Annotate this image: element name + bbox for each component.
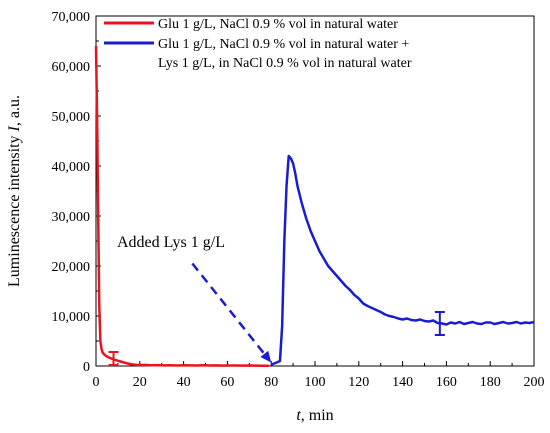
x-tick-label: 200 bbox=[524, 375, 545, 390]
annotation-text: Added Lys 1 g/L bbox=[117, 234, 225, 251]
annotation-layer: Added Lys 1 g/L bbox=[117, 234, 272, 363]
annotation-arrow bbox=[191, 262, 266, 355]
legend-entry-0-line-0: Glu 1 g/L, NaCl 0.9 % vol in natural wat… bbox=[158, 17, 398, 32]
y-tick-label: 60,000 bbox=[52, 60, 91, 75]
x-axis-ticks: 0 20 40 60 80 100 120 140 160 180 200 bbox=[93, 361, 545, 390]
y-tick-label: 50,000 bbox=[52, 110, 91, 125]
x-tick-label: 20 bbox=[133, 375, 147, 390]
x-tick-label: 160 bbox=[436, 375, 457, 390]
series-line-0 bbox=[94, 45, 270, 367]
error-bar-0 bbox=[108, 351, 119, 366]
x-tick-label: 60 bbox=[220, 375, 234, 390]
y-tick-label: 10,000 bbox=[52, 310, 91, 325]
x-tick-label: 80 bbox=[264, 375, 278, 390]
legend-entry-1-line-1: Lys 1 g/L, in NaCl 0.9 % vol in natural … bbox=[158, 56, 412, 71]
legend-entry-1-line-0: Glu 1 g/L, NaCl 0.9 % vol in natural wat… bbox=[158, 37, 409, 52]
x-tick-label: 100 bbox=[305, 375, 326, 390]
x-tick-label: 120 bbox=[348, 375, 369, 390]
x-tick-label: 0 bbox=[93, 375, 100, 390]
x-tick-label: 40 bbox=[177, 375, 191, 390]
series-line-1 bbox=[270, 154, 535, 366]
error-bar-1 bbox=[434, 311, 445, 336]
y-tick-label: 70,000 bbox=[52, 10, 91, 25]
x-tick-label: 140 bbox=[392, 375, 413, 390]
y-tick-label: 0 bbox=[83, 360, 90, 375]
x-axis-title: t, min bbox=[296, 407, 333, 424]
series-layer bbox=[94, 45, 535, 367]
legend: Glu 1 g/L, NaCl 0.9 % vol in natural wat… bbox=[104, 17, 412, 71]
y-axis-title: Luminescence intensity I, a.u. bbox=[6, 95, 23, 287]
annotation-arrowhead bbox=[260, 350, 272, 363]
y-tick-label: 40,000 bbox=[52, 160, 91, 175]
x-tick-label: 180 bbox=[480, 375, 501, 390]
y-tick-label: 20,000 bbox=[52, 260, 91, 275]
y-tick-label: 30,000 bbox=[52, 210, 91, 225]
y-axis-ticks: 0 10,000 20,000 30,000 40,000 50,000 60,000 70,… bbox=[52, 10, 101, 375]
